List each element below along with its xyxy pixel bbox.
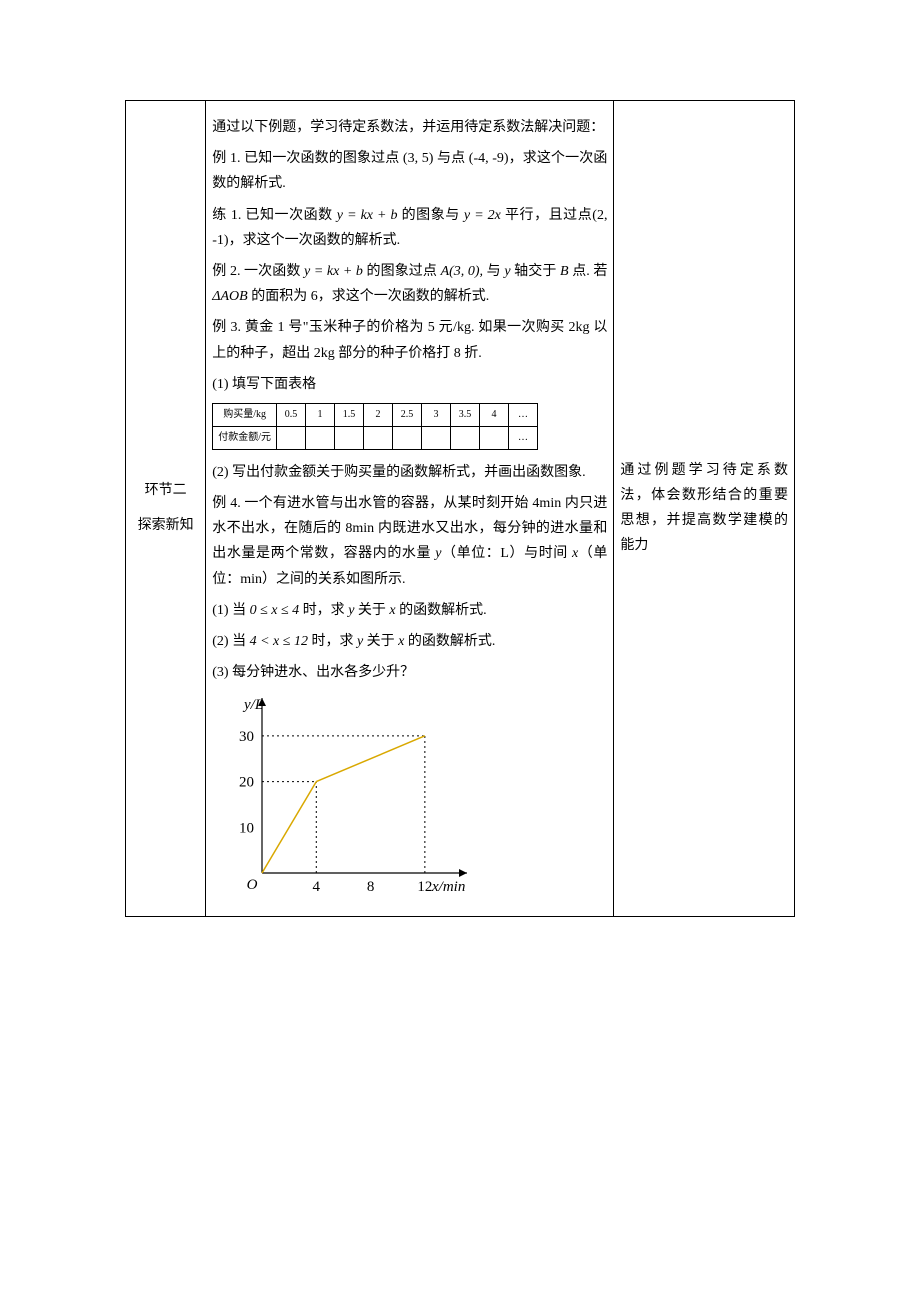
table-row: 环节二 探索新知 通过以下例题，学习待定系数法，并运用待定系数法解决问题： 例 … bbox=[126, 101, 795, 917]
text: 与 bbox=[487, 264, 501, 279]
lesson-plan-table: 环节二 探索新知 通过以下例题，学习待定系数法，并运用待定系数法解决问题： 例 … bbox=[125, 100, 795, 917]
svg-text:30: 30 bbox=[239, 729, 254, 745]
empty-cell bbox=[451, 426, 480, 449]
range-1: 0 ≤ x ≤ 4 bbox=[250, 603, 300, 618]
empty-cell bbox=[277, 426, 306, 449]
empty-cell bbox=[306, 426, 335, 449]
text: 关于 bbox=[358, 603, 386, 618]
svg-text:O: O bbox=[247, 877, 258, 893]
svg-text:10: 10 bbox=[239, 821, 254, 837]
equation-ykxb: y = kx + b bbox=[337, 208, 398, 223]
example-4-part3: (3) 每分钟进水、出水各多少升？ bbox=[212, 660, 607, 685]
intro-paragraph: 通过以下例题，学习待定系数法，并运用待定系数法解决问题： bbox=[212, 115, 607, 140]
triangle-aob: ΔAOB bbox=[212, 289, 247, 304]
text: (2) 当 bbox=[212, 634, 246, 649]
var-y: y bbox=[504, 264, 510, 279]
page: 环节二 探索新知 通过以下例题，学习待定系数法，并运用待定系数法解决问题： 例 … bbox=[0, 0, 920, 1117]
data-cell: 2 bbox=[364, 403, 393, 426]
text: 例 2. 一次函数 bbox=[212, 264, 300, 279]
data-cell: 0.5 bbox=[277, 403, 306, 426]
data-cell: … bbox=[509, 403, 538, 426]
text: 时，求 bbox=[311, 634, 353, 649]
text: 的面积为 6，求这个一次函数的解析式. bbox=[251, 289, 489, 304]
example-2: 例 2. 一次函数 y = kx + b 的图象过点 A(3, 0), 与 y … bbox=[212, 259, 607, 309]
var-x: x bbox=[389, 603, 395, 618]
empty-cell bbox=[393, 426, 422, 449]
example-3: 例 3. 黄金 1 号"玉米种子的价格为 5 元/kg. 如果一次购买 2kg … bbox=[212, 315, 607, 365]
svg-text:x/min: x/min bbox=[431, 879, 465, 895]
svg-text:12: 12 bbox=[418, 879, 433, 895]
text: (1) 当 bbox=[212, 603, 246, 618]
svg-text:4: 4 bbox=[313, 879, 321, 895]
line-chart: 10 20 30 4 8 12 Oy/L x/min bbox=[212, 693, 472, 898]
row-header: 购买量/kg bbox=[213, 403, 277, 426]
phase-label-1: 环节二 bbox=[132, 473, 199, 508]
purpose-text: 通过例题学习待定系数法，体会数形结合的重要思想，并提高数学建模的能力 bbox=[620, 458, 788, 559]
phase-label-2: 探索新知 bbox=[132, 508, 199, 543]
equation-ykxb-2: y = kx + b bbox=[304, 264, 363, 279]
text: 点. 若 bbox=[572, 264, 607, 279]
text: 练 1. 已知一次函数 bbox=[212, 208, 332, 223]
text: 时，求 bbox=[303, 603, 345, 618]
empty-cell bbox=[422, 426, 451, 449]
example-4-part1: (1) 当 0 ≤ x ≤ 4 时，求 y 关于 x 的函数解析式. bbox=[212, 598, 607, 623]
var-x: x bbox=[398, 634, 404, 649]
text: （单位：L）与时间 bbox=[441, 546, 572, 561]
text: 的函数解析式. bbox=[408, 634, 496, 649]
data-cell: 2.5 bbox=[393, 403, 422, 426]
svg-text:8: 8 bbox=[367, 879, 375, 895]
svg-text:20: 20 bbox=[239, 775, 254, 791]
example-1: 例 1. 已知一次函数的图象过点 (3, 5) 与点 (-4, -9)，求这个一… bbox=[212, 146, 607, 196]
phase-cell: 环节二 探索新知 bbox=[126, 101, 206, 917]
example-3-part1: (1) 填写下面表格 bbox=[212, 372, 607, 397]
var-b: B bbox=[560, 264, 569, 279]
content-cell: 通过以下例题，学习待定系数法，并运用待定系数法解决问题： 例 1. 已知一次函数… bbox=[206, 101, 614, 917]
empty-cell: … bbox=[509, 426, 538, 449]
row-header: 付款金额/元 bbox=[213, 426, 277, 449]
text: 的图象与 bbox=[402, 208, 460, 223]
var-y: y bbox=[357, 634, 363, 649]
text: 的函数解析式. bbox=[399, 603, 487, 618]
example-4: 例 4. 一个有进水管与出水管的容器，从某时刻开始 4min 内只进水不出水，在… bbox=[212, 491, 607, 592]
text: 轴交于 bbox=[514, 264, 556, 279]
equation-y2x: y = 2x bbox=[464, 208, 501, 223]
var-y: y bbox=[348, 603, 354, 618]
chart-container: 10 20 30 4 8 12 Oy/L x/min bbox=[212, 693, 607, 907]
example-4-part2: (2) 当 4 < x ≤ 12 时，求 y 关于 x 的函数解析式. bbox=[212, 629, 607, 654]
practice-1: 练 1. 已知一次函数 y = kx + b 的图象与 y = 2x 平行，且过… bbox=[212, 203, 607, 253]
range-2: 4 < x ≤ 12 bbox=[250, 634, 308, 649]
svg-text:y/L: y/L bbox=[242, 697, 263, 713]
empty-cell bbox=[480, 426, 509, 449]
empty-cell bbox=[364, 426, 393, 449]
data-cell: 3.5 bbox=[451, 403, 480, 426]
text: 关于 bbox=[367, 634, 395, 649]
example-3-part2: (2) 写出付款金额关于购买量的函数解析式，并画出函数图象. bbox=[212, 460, 607, 485]
text: 的图象过点 bbox=[367, 264, 437, 279]
data-cell: 4 bbox=[480, 403, 509, 426]
data-entry-table: 购买量/kg 0.5 1 1.5 2 2.5 3 3.5 4 … bbox=[212, 403, 538, 450]
purpose-cell: 通过例题学习待定系数法，体会数形结合的重要思想，并提高数学建模的能力 bbox=[614, 101, 795, 917]
data-cell: 3 bbox=[422, 403, 451, 426]
data-cell: 1 bbox=[306, 403, 335, 426]
point-a: A(3, 0), bbox=[441, 264, 483, 279]
table-row: 付款金额/元 … bbox=[213, 426, 538, 449]
data-cell: 1.5 bbox=[335, 403, 364, 426]
table-row: 购买量/kg 0.5 1 1.5 2 2.5 3 3.5 4 … bbox=[213, 403, 538, 426]
empty-cell bbox=[335, 426, 364, 449]
